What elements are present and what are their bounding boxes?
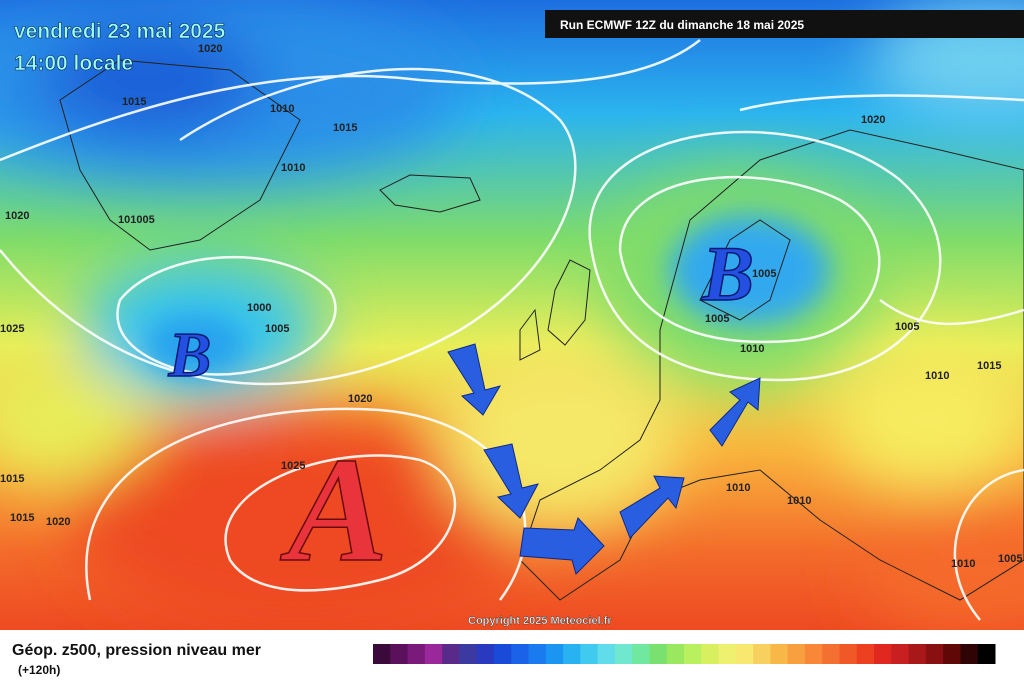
scale-swatch (407, 644, 426, 664)
scale-swatch (614, 644, 633, 664)
pressure-label: 1010 (787, 495, 811, 507)
pressure-label: 1000 (247, 302, 271, 314)
scale-swatch (373, 644, 391, 664)
lead-time: (+120h) (18, 663, 60, 677)
pressure-label: 1010 (281, 162, 305, 174)
scale-swatch (891, 644, 910, 664)
pressure-label: 1010 (740, 343, 764, 355)
pressure-label: 1025 (0, 323, 24, 335)
scale-swatch (459, 644, 478, 664)
forecast-time: 14:00 locale (14, 52, 133, 75)
scale-swatch (770, 644, 789, 664)
scale-swatch (943, 644, 961, 664)
legend-title: Géop. z500, pression niveau mer (12, 642, 261, 659)
scale-swatch (856, 644, 875, 664)
scale-swatch (563, 644, 581, 664)
scale-swatch (511, 644, 529, 664)
scale-swatch (787, 644, 806, 664)
scale-swatch (545, 644, 564, 664)
copyright: Copyright 2025 Meteociel.fr (468, 615, 612, 627)
pressure-label: 1020 (198, 43, 222, 55)
scale-swatch (649, 644, 668, 664)
pressure-label: 1020 (348, 393, 372, 405)
scale-swatch (493, 644, 512, 664)
flow-arrows (447, 343, 761, 575)
scale-swatch (528, 644, 547, 664)
pressure-label: 1025 (281, 460, 305, 472)
scale-swatch (804, 644, 823, 664)
scale-swatch (476, 644, 495, 664)
pressure-labels: 1020 1015 1010 1015 1010 1020 101005 1000 1005 10… (0, 43, 1022, 570)
scale-swatch (442, 644, 460, 664)
scale-swatch (701, 644, 720, 664)
pressure-label: 1010 (270, 103, 294, 115)
scale-swatch (822, 644, 840, 664)
scale-swatch (718, 644, 737, 664)
run-info: Run ECMWF 12Z du dimanche 18 mai 2025 (560, 18, 804, 32)
scale-swatch (597, 644, 616, 664)
low-pressure: B (168, 319, 212, 390)
pressure-label: 1005 (752, 268, 776, 280)
isobars (0, 39, 1024, 621)
scale-swatch (666, 644, 685, 664)
map-field (0, 0, 1024, 630)
pressure-label: 1005 (998, 553, 1022, 565)
pressure-label: 1015 (333, 122, 357, 134)
scale-swatch (632, 644, 650, 664)
pressure-label: 1005 (265, 323, 289, 335)
pressure-label: 1020 (46, 516, 70, 528)
pressure-label: 1015 (977, 360, 1001, 372)
scale-swatch (908, 644, 927, 664)
scale-swatch (580, 644, 599, 664)
scale-swatch (960, 644, 979, 664)
pressure-label: 1015 (122, 96, 146, 108)
low-pressure: B (701, 230, 754, 317)
scale-swatch (424, 644, 443, 664)
pressure-label: 1020 (861, 114, 885, 126)
pressure-label: 1010 (951, 558, 975, 570)
pressure-label: 1010 (726, 482, 750, 494)
scale-swatch (977, 644, 996, 664)
scale-swatch (925, 644, 944, 664)
forecast-date: vendredi 23 mai 2025 (14, 20, 226, 43)
scale-swatch (735, 644, 754, 664)
scale-swatch (390, 644, 409, 664)
pressure-label: 101005 (118, 214, 155, 226)
high-pressure: A (280, 427, 388, 593)
pressure-label: 1005 (705, 313, 729, 325)
color-scale (373, 644, 996, 664)
land-outlines (59, 59, 1024, 601)
pressure-label: 1015 (10, 512, 34, 524)
pressure-label: 1015 (0, 473, 24, 485)
scale-swatch (684, 644, 702, 664)
pressure-label: 1010 (925, 370, 949, 382)
scale-swatch (753, 644, 771, 664)
pressure-label: 1020 (5, 210, 29, 222)
scale-swatch (874, 644, 892, 664)
run-banner (545, 10, 1024, 38)
scale-swatch (839, 644, 858, 664)
pressure-label: 1005 (895, 321, 919, 333)
